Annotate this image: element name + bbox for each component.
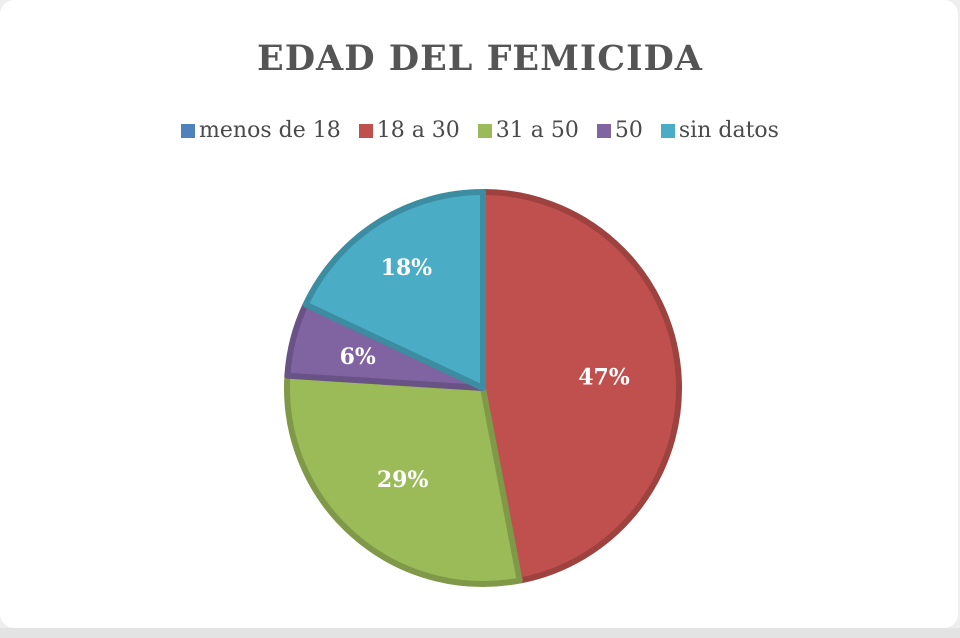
legend-label: 18 a 30 <box>376 118 460 143</box>
legend-item-18-a-30: 18 a 30 <box>358 118 460 143</box>
bottom-strip <box>0 628 960 638</box>
legend-item-31-a-50: 31 a 50 <box>477 118 579 143</box>
chart-legend: menos de 18 18 a 30 31 a 50 50 sin datos <box>0 118 960 143</box>
chart-title: EDAD DEL FEMICIDA <box>257 38 703 79</box>
legend-swatch <box>596 123 611 138</box>
legend-swatch <box>181 123 196 138</box>
legend-swatch <box>358 123 373 138</box>
pie-label-18-a-30: 47% <box>578 365 630 391</box>
pie-slice-18-a-30 <box>480 189 682 584</box>
legend-item-sin-datos: sin datos <box>660 118 779 143</box>
legend-item-menos-de-18: menos de 18 <box>181 118 341 143</box>
legend-item-50: 50 <box>596 118 643 143</box>
pie-slice-31-a-50 <box>284 372 523 587</box>
legend-label: 50 <box>614 118 643 143</box>
legend-swatch <box>477 123 492 138</box>
pie-slice-sin-datos <box>302 189 486 391</box>
legend-swatch <box>660 123 675 138</box>
pie-label-sin-datos: 18% <box>381 255 433 281</box>
legend-label: sin datos <box>678 118 779 143</box>
pie-label-31-a-50: 29% <box>377 467 429 493</box>
legend-label: menos de 18 <box>199 118 341 143</box>
legend-label: 31 a 50 <box>495 118 579 143</box>
pie-label-50: 6% <box>340 344 376 370</box>
